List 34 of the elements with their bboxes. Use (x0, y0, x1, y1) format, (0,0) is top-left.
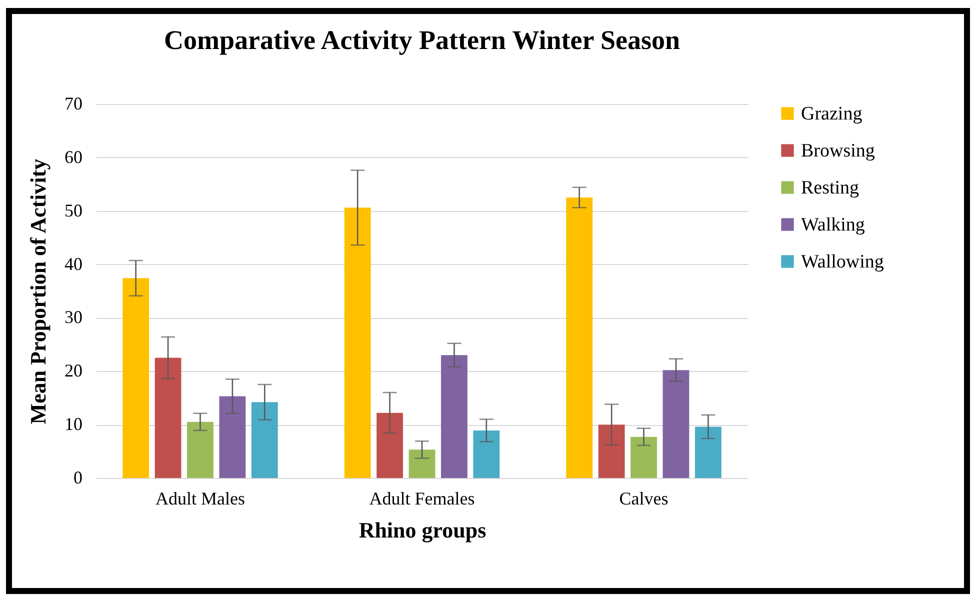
chart-title: Comparative Activity Pattern Winter Season (164, 25, 680, 55)
bar (566, 198, 593, 478)
legend-label: Browsing (801, 140, 876, 162)
y-tick-label: 20 (64, 360, 82, 381)
x-tick-label: Calves (619, 488, 668, 508)
x-tick-label: Adult Females (369, 488, 475, 508)
y-axis-title: Mean Proportion of Activity (26, 158, 50, 424)
bar (694, 426, 722, 478)
y-tick-label: 0 (74, 468, 82, 488)
y-tick-label: 40 (64, 254, 82, 274)
y-tick-label: 30 (64, 307, 82, 328)
bar (473, 430, 500, 478)
bar (154, 358, 182, 478)
bar (376, 412, 403, 478)
x-axis-title: Rhino groups (358, 518, 487, 542)
legend-label: Walking (801, 214, 866, 236)
bar (408, 450, 436, 478)
bar (344, 208, 371, 478)
bar (441, 355, 468, 478)
legend-label: Wallowing (801, 252, 884, 272)
bar (662, 370, 690, 478)
y-tick-label: 60 (64, 146, 82, 167)
y-tick-label: 50 (64, 200, 82, 220)
bar (187, 422, 214, 478)
y-tick-label: 70 (64, 94, 82, 114)
legend-label: Grazing (801, 104, 863, 124)
bar (122, 278, 150, 478)
legend-label: Resting (801, 178, 860, 198)
bar (630, 436, 657, 478)
bar (598, 424, 625, 478)
bar (251, 402, 278, 478)
y-tick-label: 10 (64, 414, 82, 434)
bar (219, 396, 246, 478)
x-tick-label: Adult Males (155, 488, 245, 508)
